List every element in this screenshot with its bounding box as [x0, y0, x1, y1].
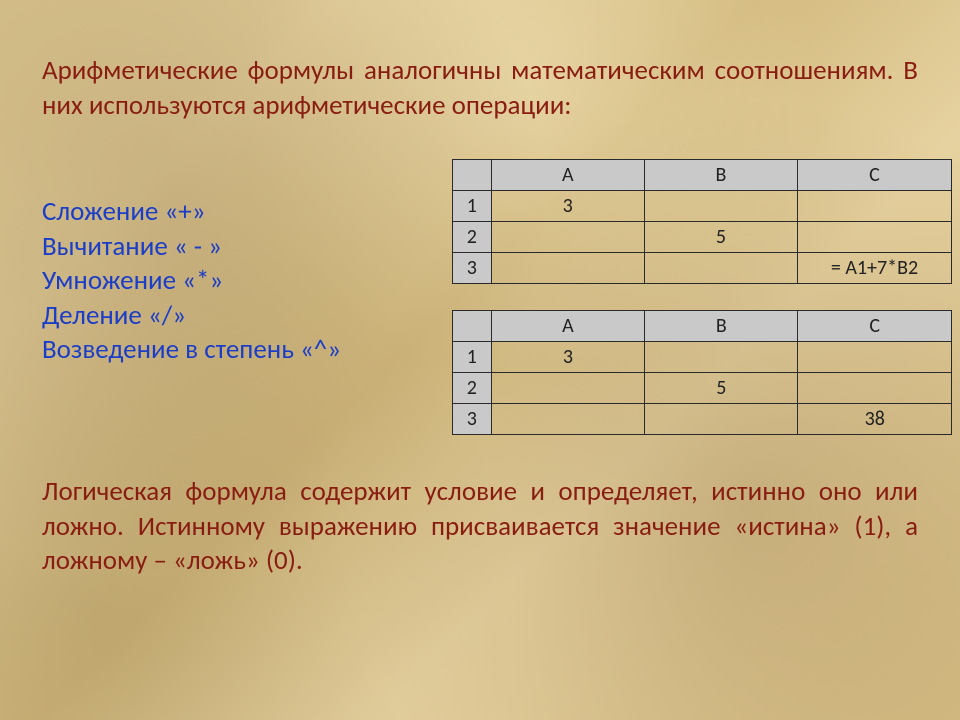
tables-column: A B C 1 3 2 5 3 = А1+7*В2 — [422, 159, 952, 435]
col-header: A — [491, 311, 644, 342]
cell: 3 — [491, 191, 644, 222]
col-header: C — [798, 311, 952, 342]
operation-item: Умножение «*» — [42, 264, 422, 299]
operation-item: Деление «/» — [42, 299, 422, 334]
operation-item: Возведение в степень «^» — [42, 333, 422, 368]
col-header: C — [798, 160, 952, 191]
cell — [798, 191, 952, 222]
cell — [491, 404, 644, 435]
outro-paragraph: Логическая формула содержит условие и оп… — [42, 475, 918, 579]
cell — [491, 222, 644, 253]
table-header-row: A B C — [453, 311, 952, 342]
row-header: 1 — [453, 342, 492, 373]
table-row: 2 5 — [453, 222, 952, 253]
cell — [644, 191, 797, 222]
cell — [798, 222, 952, 253]
spreadsheet-table-formula: A B C 1 3 2 5 3 = А1+7*В2 — [452, 159, 952, 284]
cell — [798, 373, 952, 404]
operations-list: Сложение «+» Вычитание « - » Умножение «… — [42, 195, 422, 368]
row-header: 2 — [453, 222, 492, 253]
cell: = А1+7*В2 — [798, 253, 952, 284]
col-header: A — [491, 160, 644, 191]
cell — [491, 253, 644, 284]
table-row: 2 5 — [453, 373, 952, 404]
cell — [798, 342, 952, 373]
table-row: 1 3 — [453, 191, 952, 222]
cell: 5 — [645, 373, 798, 404]
middle-row: Сложение «+» Вычитание « - » Умножение «… — [42, 159, 918, 435]
table-row: 3 = А1+7*В2 — [453, 253, 952, 284]
table-header-row: A B C — [453, 160, 952, 191]
cell: 3 — [491, 342, 644, 373]
spreadsheet-table-result: A B C 1 3 2 5 3 38 — [452, 310, 952, 435]
table-row: 1 3 — [453, 342, 952, 373]
col-header: B — [644, 160, 797, 191]
cell — [645, 342, 798, 373]
cell: 38 — [798, 404, 952, 435]
col-header: B — [645, 311, 798, 342]
row-header: 2 — [453, 373, 492, 404]
cell — [491, 373, 644, 404]
operation-item: Сложение «+» — [42, 195, 422, 230]
intro-paragraph: Арифметические формулы аналогичны матема… — [42, 54, 918, 123]
cell — [644, 253, 797, 284]
operation-item: Вычитание « - » — [42, 230, 422, 265]
row-header: 3 — [453, 253, 492, 284]
cell: 5 — [644, 222, 797, 253]
cell — [645, 404, 798, 435]
row-header: 1 — [453, 191, 492, 222]
table-corner-cell — [453, 160, 492, 191]
table-corner-cell — [453, 311, 492, 342]
row-header: 3 — [453, 404, 492, 435]
table-row: 3 38 — [453, 404, 952, 435]
